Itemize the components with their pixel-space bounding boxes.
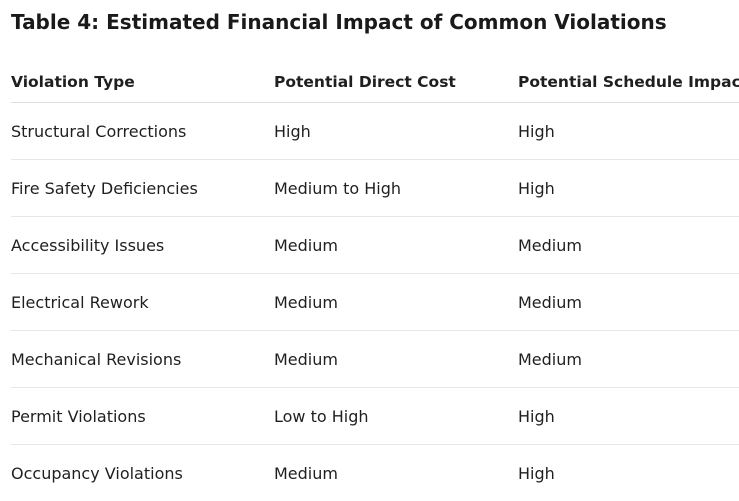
violation-type-cell: Electrical Rework (11, 292, 149, 312)
table-header-row: Violation Type Potential Direct Cost Pot… (11, 62, 739, 103)
table-row: Occupancy Violations Medium High (11, 445, 739, 501)
violation-type-cell: Accessibility Issues (11, 235, 165, 255)
violation-type-cell: Occupancy Violations (11, 463, 183, 483)
violation-type-cell: Permit Violations (11, 406, 146, 426)
table-row: Accessibility Issues Medium Medium (11, 217, 739, 274)
header-violation-type: Violation Type (11, 73, 135, 91)
table-row: Permit Violations Low to High High (11, 388, 739, 445)
table-row: Electrical Rework Medium Medium (11, 274, 739, 331)
table-row: Mechanical Revisions Medium Medium (11, 331, 739, 388)
violation-type-cell: Structural Corrections (11, 121, 187, 141)
header-direct-cost: Potential Direct Cost (274, 73, 456, 91)
schedule-impact-cell: High (518, 178, 555, 198)
financial-impact-table: Violation Type Potential Direct Cost Pot… (11, 62, 739, 501)
direct-cost-cell: Medium (274, 349, 338, 369)
schedule-impact-cell: Medium (518, 235, 582, 255)
direct-cost-cell: Medium (274, 235, 338, 255)
schedule-impact-cell: High (518, 406, 555, 426)
schedule-impact-cell: Medium (518, 292, 582, 312)
schedule-impact-cell: High (518, 121, 555, 141)
direct-cost-cell: Medium to High (274, 178, 401, 198)
table-row: Fire Safety Deficiencies Medium to High … (11, 160, 739, 217)
schedule-impact-cell: High (518, 463, 555, 483)
table-title: Table 4: Estimated Financial Impact of C… (11, 10, 667, 34)
direct-cost-cell: Low to High (274, 406, 369, 426)
direct-cost-cell: High (274, 121, 311, 141)
table-row: Structural Corrections High High (11, 103, 739, 160)
schedule-impact-cell: Medium (518, 349, 582, 369)
violation-type-cell: Mechanical Revisions (11, 349, 182, 369)
direct-cost-cell: Medium (274, 292, 338, 312)
violation-type-cell: Fire Safety Deficiencies (11, 178, 198, 198)
direct-cost-cell: Medium (274, 463, 338, 483)
header-schedule-impact: Potential Schedule Impact (518, 73, 739, 91)
